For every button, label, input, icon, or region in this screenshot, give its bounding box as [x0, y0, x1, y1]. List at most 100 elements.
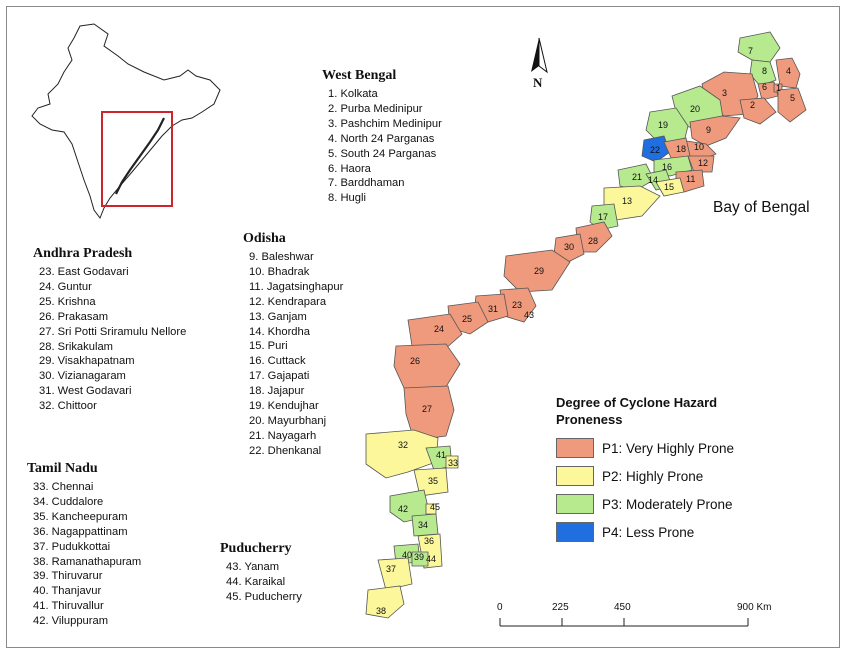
district-number-label: 4	[786, 66, 791, 76]
legend-swatch	[556, 438, 594, 458]
legend-label: P2: Highly Prone	[602, 468, 704, 484]
district-list-item: 37. Pudukkottai	[33, 540, 111, 553]
district-list-item: 42. Viluppuram	[33, 615, 109, 628]
district-number-label: 28	[588, 236, 598, 246]
district-list-item: 12. Kendrapara	[249, 295, 327, 308]
district-number-label: 17	[598, 212, 608, 222]
district-list-item: 25. Krishna	[39, 295, 96, 308]
district-number-label: 40	[402, 550, 412, 560]
district-21	[617, 163, 655, 191]
district-number-label: 45	[430, 502, 440, 512]
district-list-item: 15. Puri	[249, 340, 288, 353]
district-list-item: 34. Cuddalore	[33, 495, 104, 508]
district-15	[655, 177, 685, 197]
legend-label: P3: Moderately Prone	[602, 496, 733, 512]
district-number-label: 15	[664, 182, 674, 192]
legend: Degree of Cyclone Hazard Proneness P1: V…	[556, 394, 786, 548]
tamil-nadu-district-list: Tamil Nadu 33. Chennai 34. Cuddalore 35. K…	[27, 461, 141, 629]
district-number-label: 8	[762, 66, 767, 76]
district-list-item: 18. Jajapur	[249, 385, 305, 398]
north-label: N	[533, 75, 543, 90]
andhra-pradesh-district-list: Andhra Pradesh 23. East Godavari 24. Gunt…	[33, 246, 186, 414]
district-33	[445, 455, 459, 469]
district-list: 33. Chennai 34. Cuddalore 35. Kancheepuram…	[27, 480, 141, 629]
district-number-label: 35	[428, 476, 438, 486]
district-number-label: 23	[512, 300, 522, 310]
district-list: 1. Kolkata 2. Purba Medinipur 3. Pashchim …	[322, 87, 442, 206]
legend-title: Degree of Cyclone Hazard Proneness	[556, 394, 786, 428]
india-inset-map	[31, 23, 221, 220]
andhra-pradesh-title: Andhra Pradesh	[33, 246, 133, 261]
west-bengal-district-list: West Bengal 1. Kolkata 2. Purba Medinipur…	[322, 68, 442, 206]
district-number-label: 33	[448, 458, 458, 468]
district-list-item: 33. Chennai	[33, 481, 94, 493]
district-number-label: 2	[750, 100, 755, 110]
district-number-label: 1	[776, 83, 781, 93]
district-number-label: 26	[410, 356, 420, 366]
scale-tick-450: 450	[614, 602, 631, 613]
district-list-item: 13. Ganjam	[249, 310, 307, 323]
district-24	[407, 313, 463, 351]
district-list-item: 2. Purba Medinipur	[328, 102, 423, 115]
district-list-item: 7. Barddhaman	[328, 177, 405, 190]
district-list-item: 31. West Godavari	[39, 385, 132, 398]
district-number-label: 25	[462, 314, 472, 324]
district-number-label: 37	[386, 564, 396, 574]
district-list-item: 36. Nagappattinam	[33, 525, 128, 538]
scale-tick-0: 0	[497, 602, 503, 613]
district-list-item: 11. Jagatsinghapur	[249, 280, 344, 293]
district-number-label: 18	[676, 144, 686, 154]
inset-coast-highlight	[115, 117, 165, 195]
district-list-item: 29. Visakhapatnam	[39, 355, 135, 368]
district-7	[737, 31, 781, 63]
district-list-item: 17. Gajapati	[249, 370, 310, 383]
tamil-nadu-title: Tamil Nadu	[27, 461, 98, 476]
legend-swatch	[556, 522, 594, 542]
district-35	[413, 467, 449, 497]
legend-title-line2: Proneness	[556, 412, 623, 427]
district-list-item: 1. Kolkata	[328, 88, 378, 100]
district-list-item: 20. Mayurbhanj	[249, 414, 327, 427]
district-number-label: 27	[422, 404, 432, 414]
district-list-item: 23. East Godavari	[39, 266, 129, 278]
legend-title-line1: Degree of Cyclone Hazard	[556, 395, 718, 410]
puducherry-district-list: Puducherry 43. Yanam 44. Karaikal 45. Pudu…	[220, 541, 302, 605]
district-5	[777, 87, 807, 123]
inset-highlight-box	[101, 111, 173, 207]
district-list-item: 6. Haora	[328, 162, 371, 175]
district-9	[689, 115, 741, 147]
district-number-label: 5	[790, 93, 795, 103]
district-list-item: 35. Kancheepuram	[33, 510, 128, 523]
district-22	[641, 135, 671, 163]
legend-item: P2: Highly Prone	[556, 464, 786, 488]
odisha-district-list: Odisha 9. Baleshwar 10. Bhadrak 11. Jagats…	[243, 231, 343, 459]
puducherry-title: Puducherry	[220, 541, 292, 556]
district-number-label: 42	[398, 504, 408, 514]
legend-items: P1: Very Highly Prone P2: Highly Prone P3:…	[556, 436, 786, 544]
district-number-label: 22	[650, 145, 660, 155]
district-number-label: 29	[534, 266, 544, 276]
district-number-label: 7	[748, 46, 753, 56]
district-list-item: 28. Srikakulam	[39, 340, 113, 353]
district-number-label: 6	[762, 82, 767, 92]
district-number-label: 32	[398, 440, 408, 450]
district-4	[775, 57, 801, 89]
district-list-item: 5. South 24 Parganas	[328, 147, 437, 160]
legend-swatch	[556, 466, 594, 486]
district-number-label: 39	[414, 552, 424, 562]
district-12	[687, 155, 715, 173]
district-list-item: 21. Nayagarh	[249, 429, 317, 442]
district-list-item: 43. Yanam	[226, 561, 280, 573]
district-list-item: 41. Thiruvallur	[33, 600, 104, 613]
legend-item: P3: Moderately Prone	[556, 492, 786, 516]
district-number-label: 31	[488, 304, 498, 314]
district-number-label: 41	[436, 450, 446, 460]
district-26	[393, 343, 461, 391]
district-number-label: 11	[686, 174, 695, 184]
district-list: 23. East Godavari 24. Guntur 25. Krishna 26…	[33, 265, 186, 414]
district-number-label: 13	[622, 196, 632, 206]
district-27	[403, 385, 455, 441]
district-38	[365, 585, 405, 619]
district-number-label: 36	[424, 536, 434, 546]
